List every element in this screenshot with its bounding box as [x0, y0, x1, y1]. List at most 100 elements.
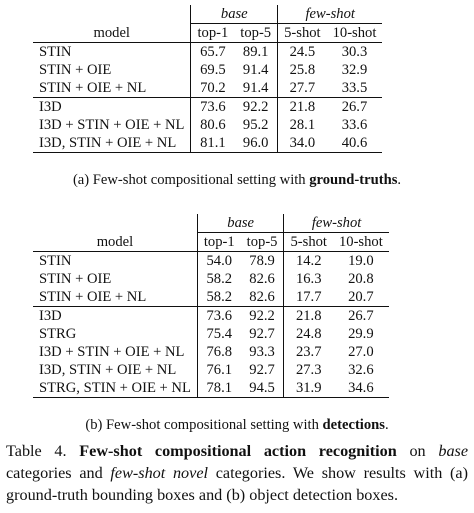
table-row: STIN + OIE + NL 70.2 91.4 27.7 33.5 — [33, 79, 383, 98]
model-cell: STIN — [39, 253, 72, 269]
shot10-cell: 29.9 — [348, 326, 374, 342]
model-cell: STIN + OIE + NL — [33, 288, 198, 307]
top5-cell: 94.5 — [240, 379, 284, 398]
table-row: I3D 73.6 92.2 21.8 26.7 — [33, 97, 383, 116]
top5-cell: 92.7 — [249, 362, 275, 378]
model-cell: I3D, STIN + OIE + NL — [33, 134, 191, 153]
group-header-row: base few-shot — [33, 214, 389, 233]
top5-cell: 96.0 — [234, 134, 278, 153]
model-cell: STRG — [39, 326, 77, 342]
model-cell: I3D + STIN + OIE + NL — [39, 117, 185, 133]
table-title: Few-shot compositional action recognitio… — [79, 442, 397, 460]
base-group-header: base — [196, 214, 284, 233]
shot10-cell: 33.6 — [341, 117, 368, 133]
table-row: STIN + OIE 58.2 82.6 16.3 20.8 — [33, 270, 389, 288]
table-row: STIN 54.0 78.9 14.2 19.0 — [33, 251, 389, 270]
shot10-cell: 20.7 — [332, 288, 389, 307]
table-row: I3D, STIN + OIE + NL 81.1 96.0 34.0 40.6 — [33, 134, 383, 153]
top1-cell: 65.7 — [190, 42, 235, 61]
shot10-cell: 33.5 — [326, 79, 383, 98]
top1-cell: 78.1 — [196, 379, 241, 398]
table-row: STIN + OIE + NL 58.2 82.6 17.7 20.7 — [33, 288, 389, 307]
table-row: I3D + STIN + OIE + NL 80.6 95.2 28.1 33.6 — [33, 116, 382, 134]
table-row: I3D, STIN + OIE + NL 76.1 92.7 27.3 32.6 — [33, 361, 389, 379]
model-cell: I3D + STIN + OIE + NL — [39, 344, 185, 360]
table-b-caption: (b) Few-shot compositional setting with … — [85, 417, 389, 433]
shot10-cell: 30.3 — [341, 44, 368, 60]
table-a-caption: (a) Few-shot compositional setting with … — [72, 172, 402, 188]
top1-cell: 58.2 — [196, 270, 241, 288]
top5-cell: 92.7 — [249, 326, 275, 342]
model-cell: I3D — [33, 306, 198, 325]
table-caption: Table 4. Few-shot compositional action r… — [6, 442, 469, 504]
shot5-cell: 24.8 — [283, 325, 333, 343]
shot10-cell: 34.6 — [332, 379, 389, 398]
shot5-cell: 34.0 — [277, 134, 327, 153]
5shot-column-header: 5-shot — [277, 23, 327, 43]
table-row: I3D 73.6 92.2 21.8 26.7 — [33, 306, 389, 325]
table-row: STIN + OIE 69.5 91.4 25.8 32.9 — [33, 61, 382, 79]
model-cell: I3D, STIN + OIE + NL — [39, 362, 177, 378]
top1-cell: 80.6 — [190, 116, 235, 134]
model-column-header: model — [33, 23, 191, 43]
top5-cell: 95.2 — [242, 117, 269, 133]
shot5-cell: 27.7 — [277, 79, 327, 98]
shot5-cell: 16.3 — [283, 270, 333, 288]
table-label: Table 4. — [6, 442, 67, 460]
top5-column-header: top-5 — [234, 23, 278, 43]
shot10-cell: 20.8 — [348, 271, 374, 287]
top1-cell: 75.4 — [196, 325, 241, 343]
table-row: I3D + STIN + OIE + NL 76.8 93.3 23.7 27.0 — [33, 343, 389, 361]
shot10-cell: 26.7 — [332, 306, 389, 325]
shot10-cell: 32.6 — [348, 362, 374, 378]
column-header-row: model top-1 top-5 5-shot 10-shot — [33, 232, 389, 252]
results-table-a: base few-shot model top-1 top-5 5-shot 1… — [33, 5, 383, 153]
top1-cell: 73.6 — [196, 306, 241, 325]
shot5-cell: 14.2 — [283, 251, 333, 270]
top5-cell: 82.6 — [240, 288, 284, 307]
group-header-row: base few-shot — [33, 5, 383, 24]
shot5-cell: 24.5 — [277, 42, 327, 61]
top1-cell: 81.1 — [190, 134, 235, 153]
shot5-cell: 17.7 — [283, 288, 333, 307]
model-cell: STIN + OIE + NL — [33, 79, 191, 98]
top5-cell: 91.4 — [234, 79, 278, 98]
top5-cell: 91.4 — [242, 62, 269, 78]
top1-cell: 58.2 — [196, 288, 241, 307]
top5-column-header: top-5 — [240, 232, 284, 252]
shot5-cell: 31.9 — [283, 379, 333, 398]
shot5-cell: 27.3 — [283, 361, 333, 379]
shot5-cell: 21.8 — [277, 97, 327, 116]
table-row: STIN 65.7 89.1 24.5 30.3 — [33, 42, 382, 61]
top1-column-header: top-1 — [190, 23, 235, 43]
top5-cell: 92.2 — [240, 306, 284, 325]
top1-cell: 76.8 — [196, 343, 241, 361]
top1-column-header: top-1 — [196, 232, 241, 252]
top1-cell: 73.6 — [190, 97, 235, 116]
top5-cell: 92.2 — [234, 97, 278, 116]
top1-cell: 69.5 — [190, 61, 235, 79]
table-b-body: STIN 54.0 78.9 14.2 19.0 STIN + OIE 58.2 82.6 16… — [33, 251, 389, 398]
table-row: STRG 75.4 92.7 24.8 29.9 — [33, 325, 389, 343]
top1-cell: 76.1 — [196, 361, 241, 379]
table-a-body: STIN 65.7 89.1 24.5 30.3 STIN + OIE 69.5 91.4 25… — [33, 42, 383, 153]
few-shot-group-header: few-shot — [283, 214, 389, 233]
shot5-cell: 23.7 — [283, 343, 333, 361]
shot10-cell: 27.0 — [348, 344, 374, 360]
shot5-cell: 28.1 — [277, 116, 327, 134]
model-cell: STIN + OIE — [39, 62, 112, 78]
model-cell: STRG, STIN + OIE + NL — [33, 379, 198, 398]
10shot-column-header: 10-shot — [326, 23, 383, 43]
model-column-header: model — [33, 232, 198, 252]
top1-cell: 70.2 — [190, 79, 235, 98]
10shot-column-header: 10-shot — [332, 232, 389, 252]
top5-cell: 93.3 — [249, 344, 275, 360]
shot10-cell: 26.7 — [326, 97, 383, 116]
top1-cell: 54.0 — [196, 251, 241, 270]
top5-cell: 89.1 — [242, 44, 269, 60]
model-cell: STIN + OIE — [39, 271, 112, 287]
top5-cell: 82.6 — [249, 271, 275, 287]
shot5-cell: 21.8 — [283, 306, 333, 325]
shot10-cell: 32.9 — [341, 62, 368, 78]
